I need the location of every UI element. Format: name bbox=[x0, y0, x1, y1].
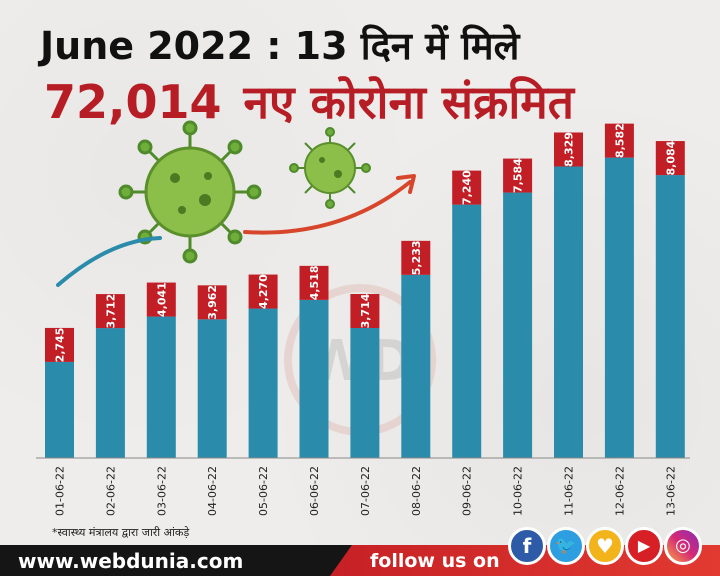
virus-illustration-large bbox=[118, 120, 262, 264]
x-tick-label: 03-06-22 bbox=[155, 466, 168, 516]
data-label: 4,270 bbox=[257, 274, 270, 309]
data-label-box bbox=[655, 141, 685, 176]
bars-group: 2,745 3,712 4,041 3,962 4,270 4,518 3,714 5,233… bbox=[45, 123, 685, 459]
data-label: 5,233 bbox=[410, 240, 423, 275]
bar-11-06-22 bbox=[554, 166, 583, 459]
data-label: 7,584 bbox=[512, 158, 525, 193]
facebook-icon[interactable]: f bbox=[508, 527, 546, 565]
x-tick-label: 09-06-22 bbox=[461, 466, 474, 516]
data-label: 8,582 bbox=[613, 123, 626, 158]
data-label: 3,962 bbox=[206, 285, 219, 320]
virus-illustration-small bbox=[289, 127, 371, 209]
x-tick-label: 05-06-22 bbox=[257, 466, 270, 516]
x-tick-label: 02-06-22 bbox=[104, 466, 117, 516]
data-label-box bbox=[45, 327, 74, 362]
x-tick-label: 08-06-22 bbox=[410, 466, 423, 516]
website-link[interactable]: www.webdunia.com bbox=[18, 549, 244, 573]
bar-08-06-22 bbox=[401, 274, 431, 458]
data-label-box bbox=[350, 294, 380, 329]
data-label: 4,041 bbox=[155, 282, 168, 317]
data-label-box bbox=[554, 132, 583, 167]
x-axis-ticks: 01-06-22 02-06-22 03-06-22 04-06-22 05-06-22… bbox=[54, 466, 678, 516]
data-label: 4,518 bbox=[308, 265, 321, 300]
bar-12-06-22 bbox=[604, 157, 634, 458]
bar-07-06-22 bbox=[350, 328, 380, 458]
x-tick-label: 12-06-22 bbox=[613, 466, 626, 516]
bar-05-06-22 bbox=[248, 308, 278, 458]
data-label-box bbox=[248, 274, 278, 309]
x-tick-label: 13-06-22 bbox=[664, 466, 677, 516]
x-tick-label: 04-06-22 bbox=[206, 466, 219, 516]
bar-10-06-22 bbox=[503, 192, 533, 458]
chart-subtitle: 72,014 नए कोरोना संक्रमित bbox=[44, 72, 574, 132]
data-label: 7,240 bbox=[461, 170, 474, 205]
bar-04-06-22 bbox=[197, 319, 227, 458]
koo-icon[interactable]: ♥ bbox=[586, 527, 624, 565]
bar-06-06-22 bbox=[299, 299, 329, 458]
data-label-box bbox=[503, 158, 533, 193]
x-tick-label: 07-06-22 bbox=[359, 466, 372, 516]
trend-arrow-tail bbox=[56, 236, 162, 287]
total-cases-number: 72,014 bbox=[44, 75, 222, 129]
chart-title: June 2022 : 13 दिन में मिले bbox=[40, 24, 520, 68]
subtitle-text: नए कोरोना संक्रमित bbox=[243, 75, 574, 129]
data-label: 8,329 bbox=[563, 132, 576, 167]
source-footnote: *स्वास्थ्य मंत्रालय द्वारा जारी आंकड़े bbox=[52, 526, 190, 539]
data-label-box bbox=[146, 282, 176, 317]
x-tick-label: 01-06-22 bbox=[54, 466, 67, 516]
data-label: 2,745 bbox=[54, 328, 67, 363]
bar-09-06-22 bbox=[452, 204, 482, 458]
data-label: 8,084 bbox=[664, 140, 677, 175]
twitter-icon[interactable]: 🐦 bbox=[547, 527, 585, 565]
data-label: 3,714 bbox=[359, 293, 372, 328]
bar-13-06-22 bbox=[655, 175, 685, 458]
data-label-box bbox=[604, 123, 634, 158]
bar-02-06-22 bbox=[95, 328, 125, 458]
instagram-icon[interactable]: ◎ bbox=[664, 527, 702, 565]
data-label: 3,712 bbox=[104, 294, 117, 329]
data-label-box bbox=[95, 294, 125, 329]
data-label-box bbox=[452, 170, 482, 205]
data-label-box bbox=[401, 240, 431, 275]
bar-01-06-22 bbox=[45, 361, 74, 458]
x-tick-label: 11-06-22 bbox=[563, 466, 576, 516]
follow-us-text: follow us on bbox=[370, 550, 500, 572]
youtube-icon[interactable]: ▶ bbox=[625, 527, 663, 565]
x-tick-label: 10-06-22 bbox=[512, 466, 525, 516]
bar-03-06-22 bbox=[146, 316, 176, 458]
data-label-box bbox=[197, 285, 227, 320]
data-label-box bbox=[299, 265, 329, 300]
trend-arrow-icon bbox=[243, 174, 416, 235]
x-tick-label: 06-06-22 bbox=[308, 466, 321, 516]
